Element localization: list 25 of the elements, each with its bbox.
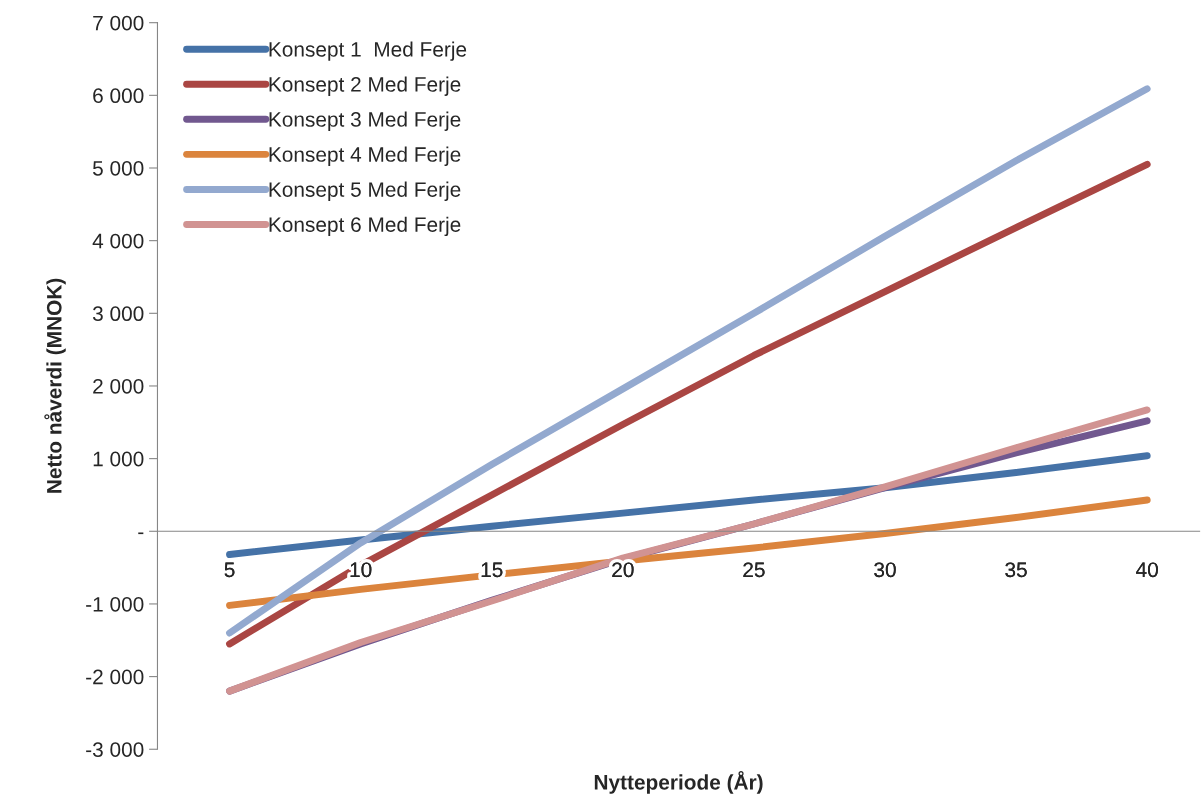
y-tick-label: 5 000 xyxy=(92,161,144,176)
legend-label: Konsept 3 Med Ferje xyxy=(269,111,461,131)
legend-label: Konsept 5 Med Ferje xyxy=(269,181,461,202)
x-tick-label: 35 xyxy=(1005,562,1027,578)
y-tick-label: -1 000 xyxy=(86,596,144,612)
x-tick-label: 25 xyxy=(743,562,765,578)
x-axis-title: Nytteperiode (År) xyxy=(594,771,763,794)
legend-label: Konsept 6 Med Ferje xyxy=(269,216,461,237)
legend-label: Konsept 1 Med Ferje xyxy=(269,41,467,61)
y-axis-title: Netto nåverdi (MNOK) xyxy=(44,278,66,493)
x-tick-label: 40 xyxy=(1136,562,1158,578)
x-tick-label: 30 xyxy=(874,562,896,578)
y-tick-label: 1 000 xyxy=(93,451,144,467)
y-tick-label: 7 000 xyxy=(93,15,144,31)
y-tick-label: 2 000 xyxy=(93,378,144,394)
y-tick-label: -3 000 xyxy=(86,742,144,757)
y-tick-label: -2 000 xyxy=(86,669,144,685)
y-tick-label: 4 000 xyxy=(92,233,144,249)
legend-label: Konsept 2 Med Ferje xyxy=(269,76,461,96)
y-tick-label: 6 000 xyxy=(93,88,144,104)
y-tick-label: 3 000 xyxy=(92,306,144,322)
x-tick-label: 5 xyxy=(224,562,235,578)
legend-label: Konsept 4 Med Ferje xyxy=(269,146,461,166)
x-tick-label: 20 xyxy=(612,562,634,578)
y-tick-label: - xyxy=(138,532,144,535)
